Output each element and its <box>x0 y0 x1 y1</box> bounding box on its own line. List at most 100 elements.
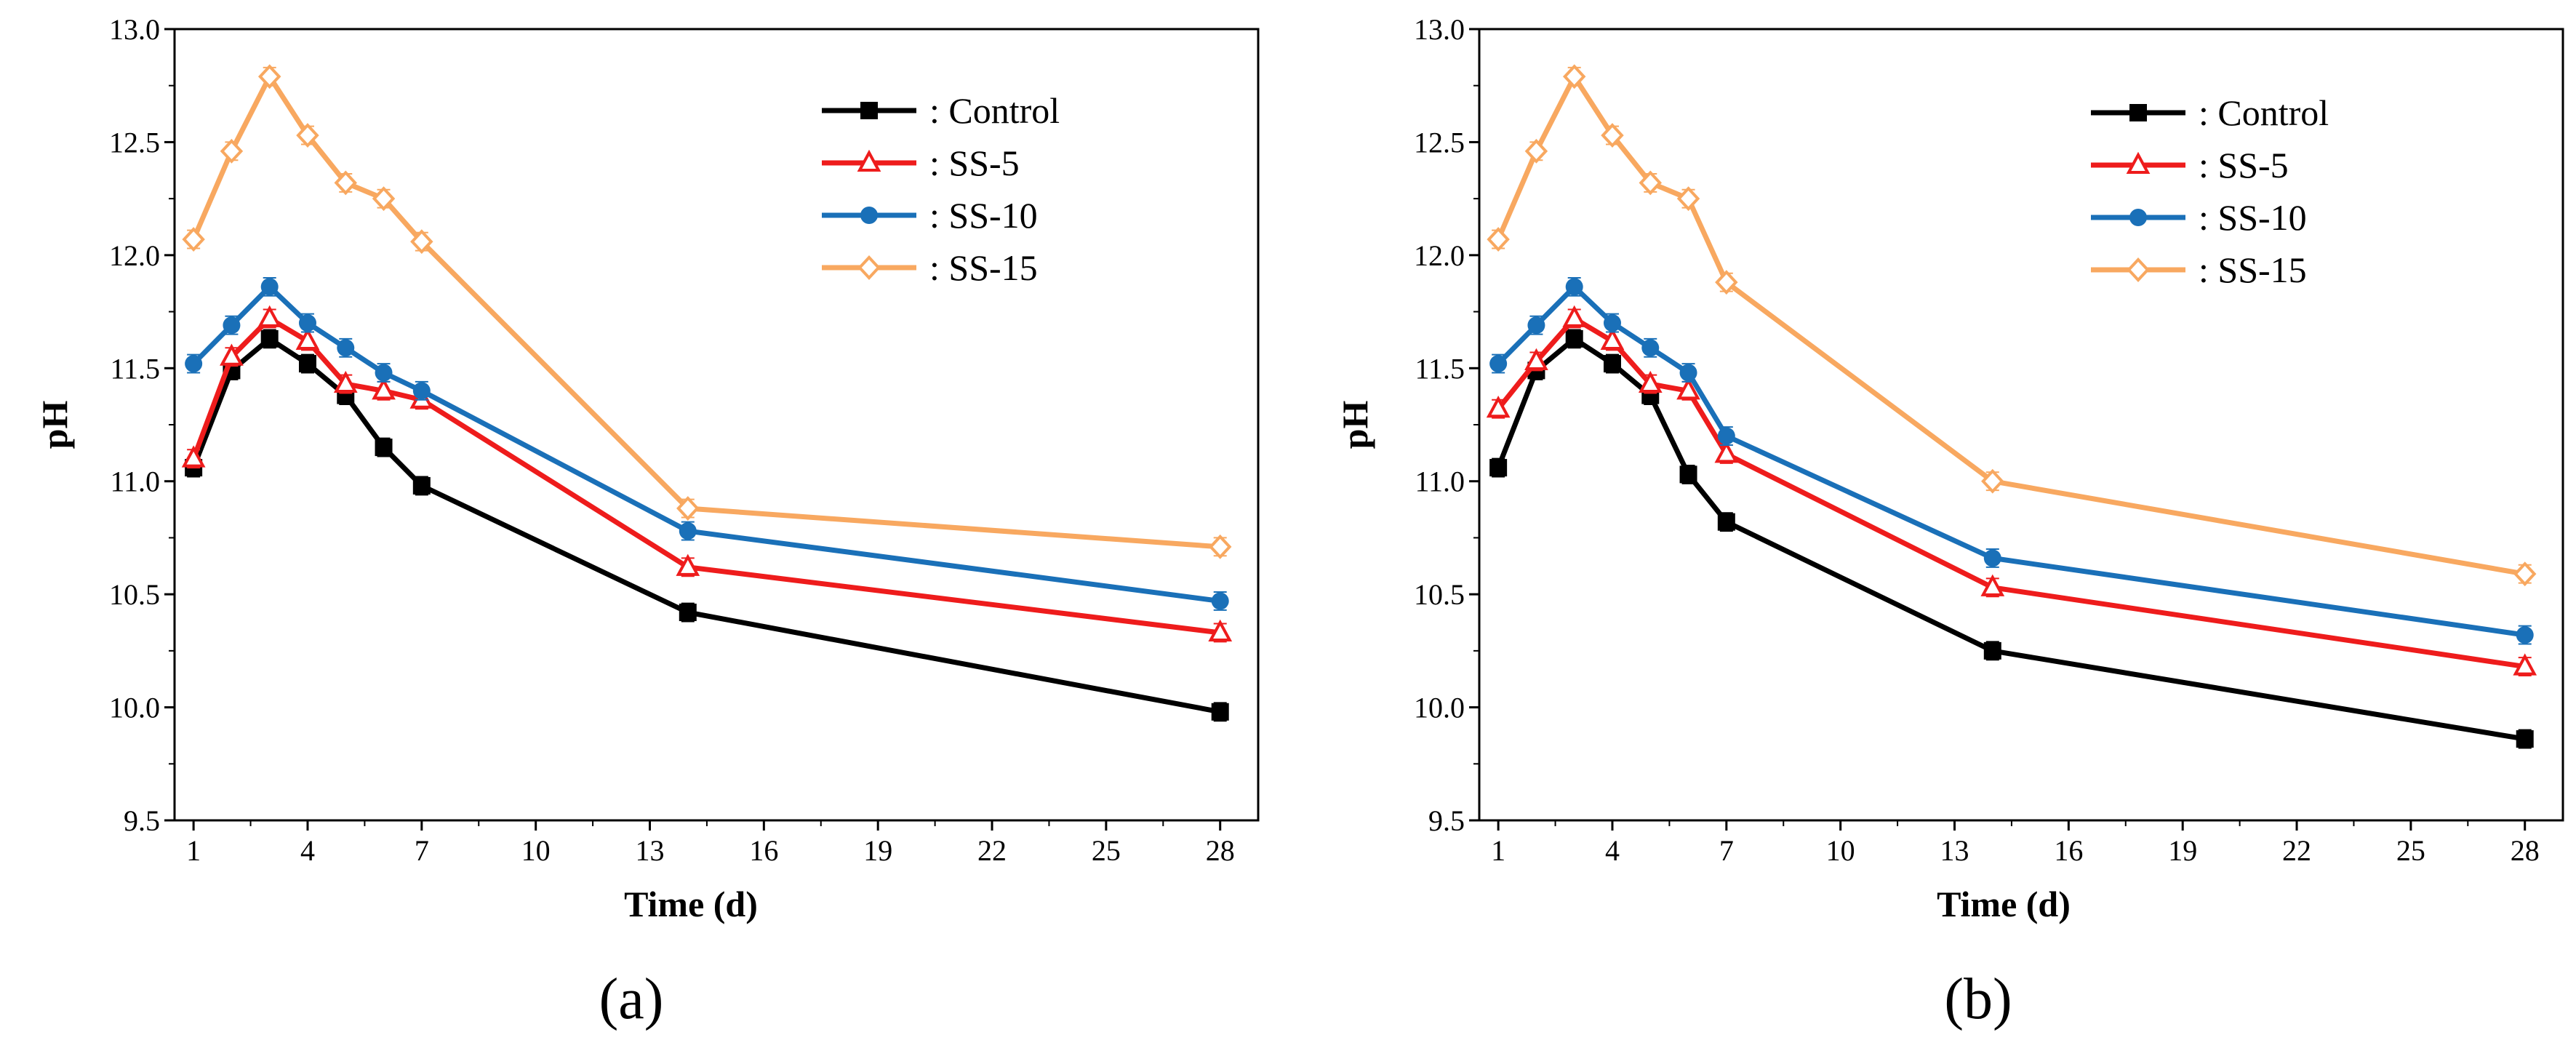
marker-ss-5 <box>857 149 881 172</box>
marker-ss-10 <box>860 207 878 224</box>
series-ss-5 <box>181 305 1233 643</box>
marker-control <box>1565 329 1583 348</box>
y-axis-title: pH <box>1335 401 1375 449</box>
marker-ss-10 <box>337 339 355 357</box>
y-tick-label: 10.0 <box>109 692 160 724</box>
marker-control <box>260 329 279 348</box>
y-tick-label: 11.0 <box>1415 465 1465 498</box>
marker-ss-10 <box>1641 339 1660 357</box>
marker-control <box>860 102 878 119</box>
y-tick-label: 11.5 <box>1415 352 1465 385</box>
y-tick-label: 12.0 <box>1414 239 1465 272</box>
legend-item-ss-15: : SS-15 <box>2091 249 2307 290</box>
marker-ss-5 <box>1524 348 1548 370</box>
series-ss-10 <box>185 276 1229 611</box>
marker-ss-5 <box>220 343 244 366</box>
marker-ss-10 <box>412 382 431 400</box>
marker-ss-10 <box>679 522 697 540</box>
legend-item-control: : Control <box>2091 92 2329 133</box>
legend-item-ss-10: : SS-10 <box>822 195 1038 236</box>
x-tick-label: 4 <box>1605 834 1620 867</box>
marker-ss-15 <box>372 186 396 212</box>
series-ss-10 <box>1489 276 2534 645</box>
legend-label: : SS-15 <box>2199 249 2307 290</box>
marker-ss-15 <box>2513 561 2537 587</box>
legend-label: : SS-5 <box>2199 145 2289 185</box>
series-ss-15 <box>182 64 1232 559</box>
marker-ss-15 <box>676 496 700 521</box>
x-tick-label: 16 <box>749 834 778 867</box>
marker-ss-5 <box>1676 377 1700 400</box>
marker-control <box>679 604 697 622</box>
x-tick-label: 22 <box>2282 834 2311 867</box>
marker-ss-15 <box>410 229 433 255</box>
legend: : Control: SS-5: SS-10: SS-15 <box>2091 92 2329 290</box>
y-tick-label: 13.0 <box>109 13 160 46</box>
legend-label: : Control <box>929 90 1060 131</box>
legend-label: : SS-10 <box>929 195 1038 236</box>
y-tick-label: 10.5 <box>1414 578 1465 611</box>
series-control <box>1489 329 2534 749</box>
marker-ss-10 <box>1679 364 1697 382</box>
marker-control <box>298 355 316 373</box>
legend-item-ss-5: : SS-5 <box>822 143 1020 183</box>
y-tick-label: 11.5 <box>110 352 160 385</box>
marker-ss-5 <box>1208 619 1233 641</box>
y-tick-label: 12.0 <box>109 239 160 272</box>
x-tick-label: 25 <box>2396 834 2425 867</box>
marker-ss-15 <box>1487 227 1510 252</box>
marker-ss-5 <box>295 327 320 350</box>
x-tick-label: 7 <box>1719 834 1734 867</box>
marker-ss-5 <box>1714 441 1739 463</box>
chart-panel-a: 1 4 7 10 13 16 19 22 25 28 9.5 10.0 10.5 11.0 11.5 12.0… <box>34 13 1260 1031</box>
x-axis-title: Time (d) <box>624 884 758 924</box>
marker-control <box>412 476 431 495</box>
x-tick-label: 4 <box>300 834 315 867</box>
legend-label: : Control <box>2199 92 2329 133</box>
marker-ss-15 <box>182 227 205 252</box>
marker-ss-5 <box>1486 396 1511 418</box>
plot-area: 1 4 7 10 13 16 19 22 25 28 9.5 10.0 10.5 11.0 11.5 12.0… <box>109 13 1260 867</box>
marker-control <box>1211 703 1229 721</box>
marker-control <box>1983 641 2001 660</box>
x-tick-label: 7 <box>415 834 429 867</box>
marker-ss-15 <box>220 138 244 164</box>
marker-ss-10 <box>260 278 279 296</box>
marker-ss-15 <box>1676 186 1700 212</box>
plot-area: 1 4 7 10 13 16 19 22 25 28 9.5 10.0 10.5 11.0 11.5 12.0… <box>1414 13 2564 867</box>
marker-ss-15 <box>296 123 319 148</box>
x-tick-label: 13 <box>1940 834 1969 867</box>
legend-item-ss-5: : SS-5 <box>2091 145 2289 185</box>
y-tick-label: 12.5 <box>109 126 160 159</box>
y-tick-label: 10.5 <box>109 578 160 611</box>
marker-control <box>1603 355 1621 373</box>
marker-ss-10 <box>1565 278 1583 296</box>
marker-control <box>2516 730 2534 748</box>
x-tick-label: 19 <box>863 834 892 867</box>
marker-ss-5 <box>676 553 700 576</box>
series-ss-15 <box>1487 64 2537 587</box>
y-tick-label: 12.5 <box>1414 126 1465 159</box>
x-tick-label: 10 <box>1826 834 1855 867</box>
x-tick-label: 16 <box>2054 834 2083 867</box>
marker-ss-15 <box>334 170 357 196</box>
legend-item-control: : Control <box>822 90 1060 131</box>
marker-ss-5 <box>257 305 282 327</box>
marker-ss-10 <box>298 314 316 332</box>
marker-ss-10 <box>1527 316 1545 335</box>
marker-ss-10 <box>1211 592 1229 610</box>
marker-ss-5 <box>2513 653 2537 676</box>
marker-ss-10 <box>2516 626 2534 644</box>
marker-control <box>1679 465 1697 484</box>
x-tick-label: 25 <box>1092 834 1121 867</box>
marker-ss-15 <box>1981 468 2004 494</box>
x-tick-label: 10 <box>521 834 551 867</box>
marker-ss-5 <box>2126 151 2151 174</box>
marker-ss-5 <box>1562 305 1587 327</box>
marker-ss-5 <box>1600 327 1625 350</box>
marker-ss-15 <box>1715 270 1738 295</box>
y-tick-label: 11.0 <box>110 465 160 498</box>
legend: : Control : SS-5 : SS-10 : SS-15 <box>822 90 1060 288</box>
legend-label: : SS-15 <box>929 247 1038 288</box>
y-axis-title: pH <box>34 401 75 449</box>
